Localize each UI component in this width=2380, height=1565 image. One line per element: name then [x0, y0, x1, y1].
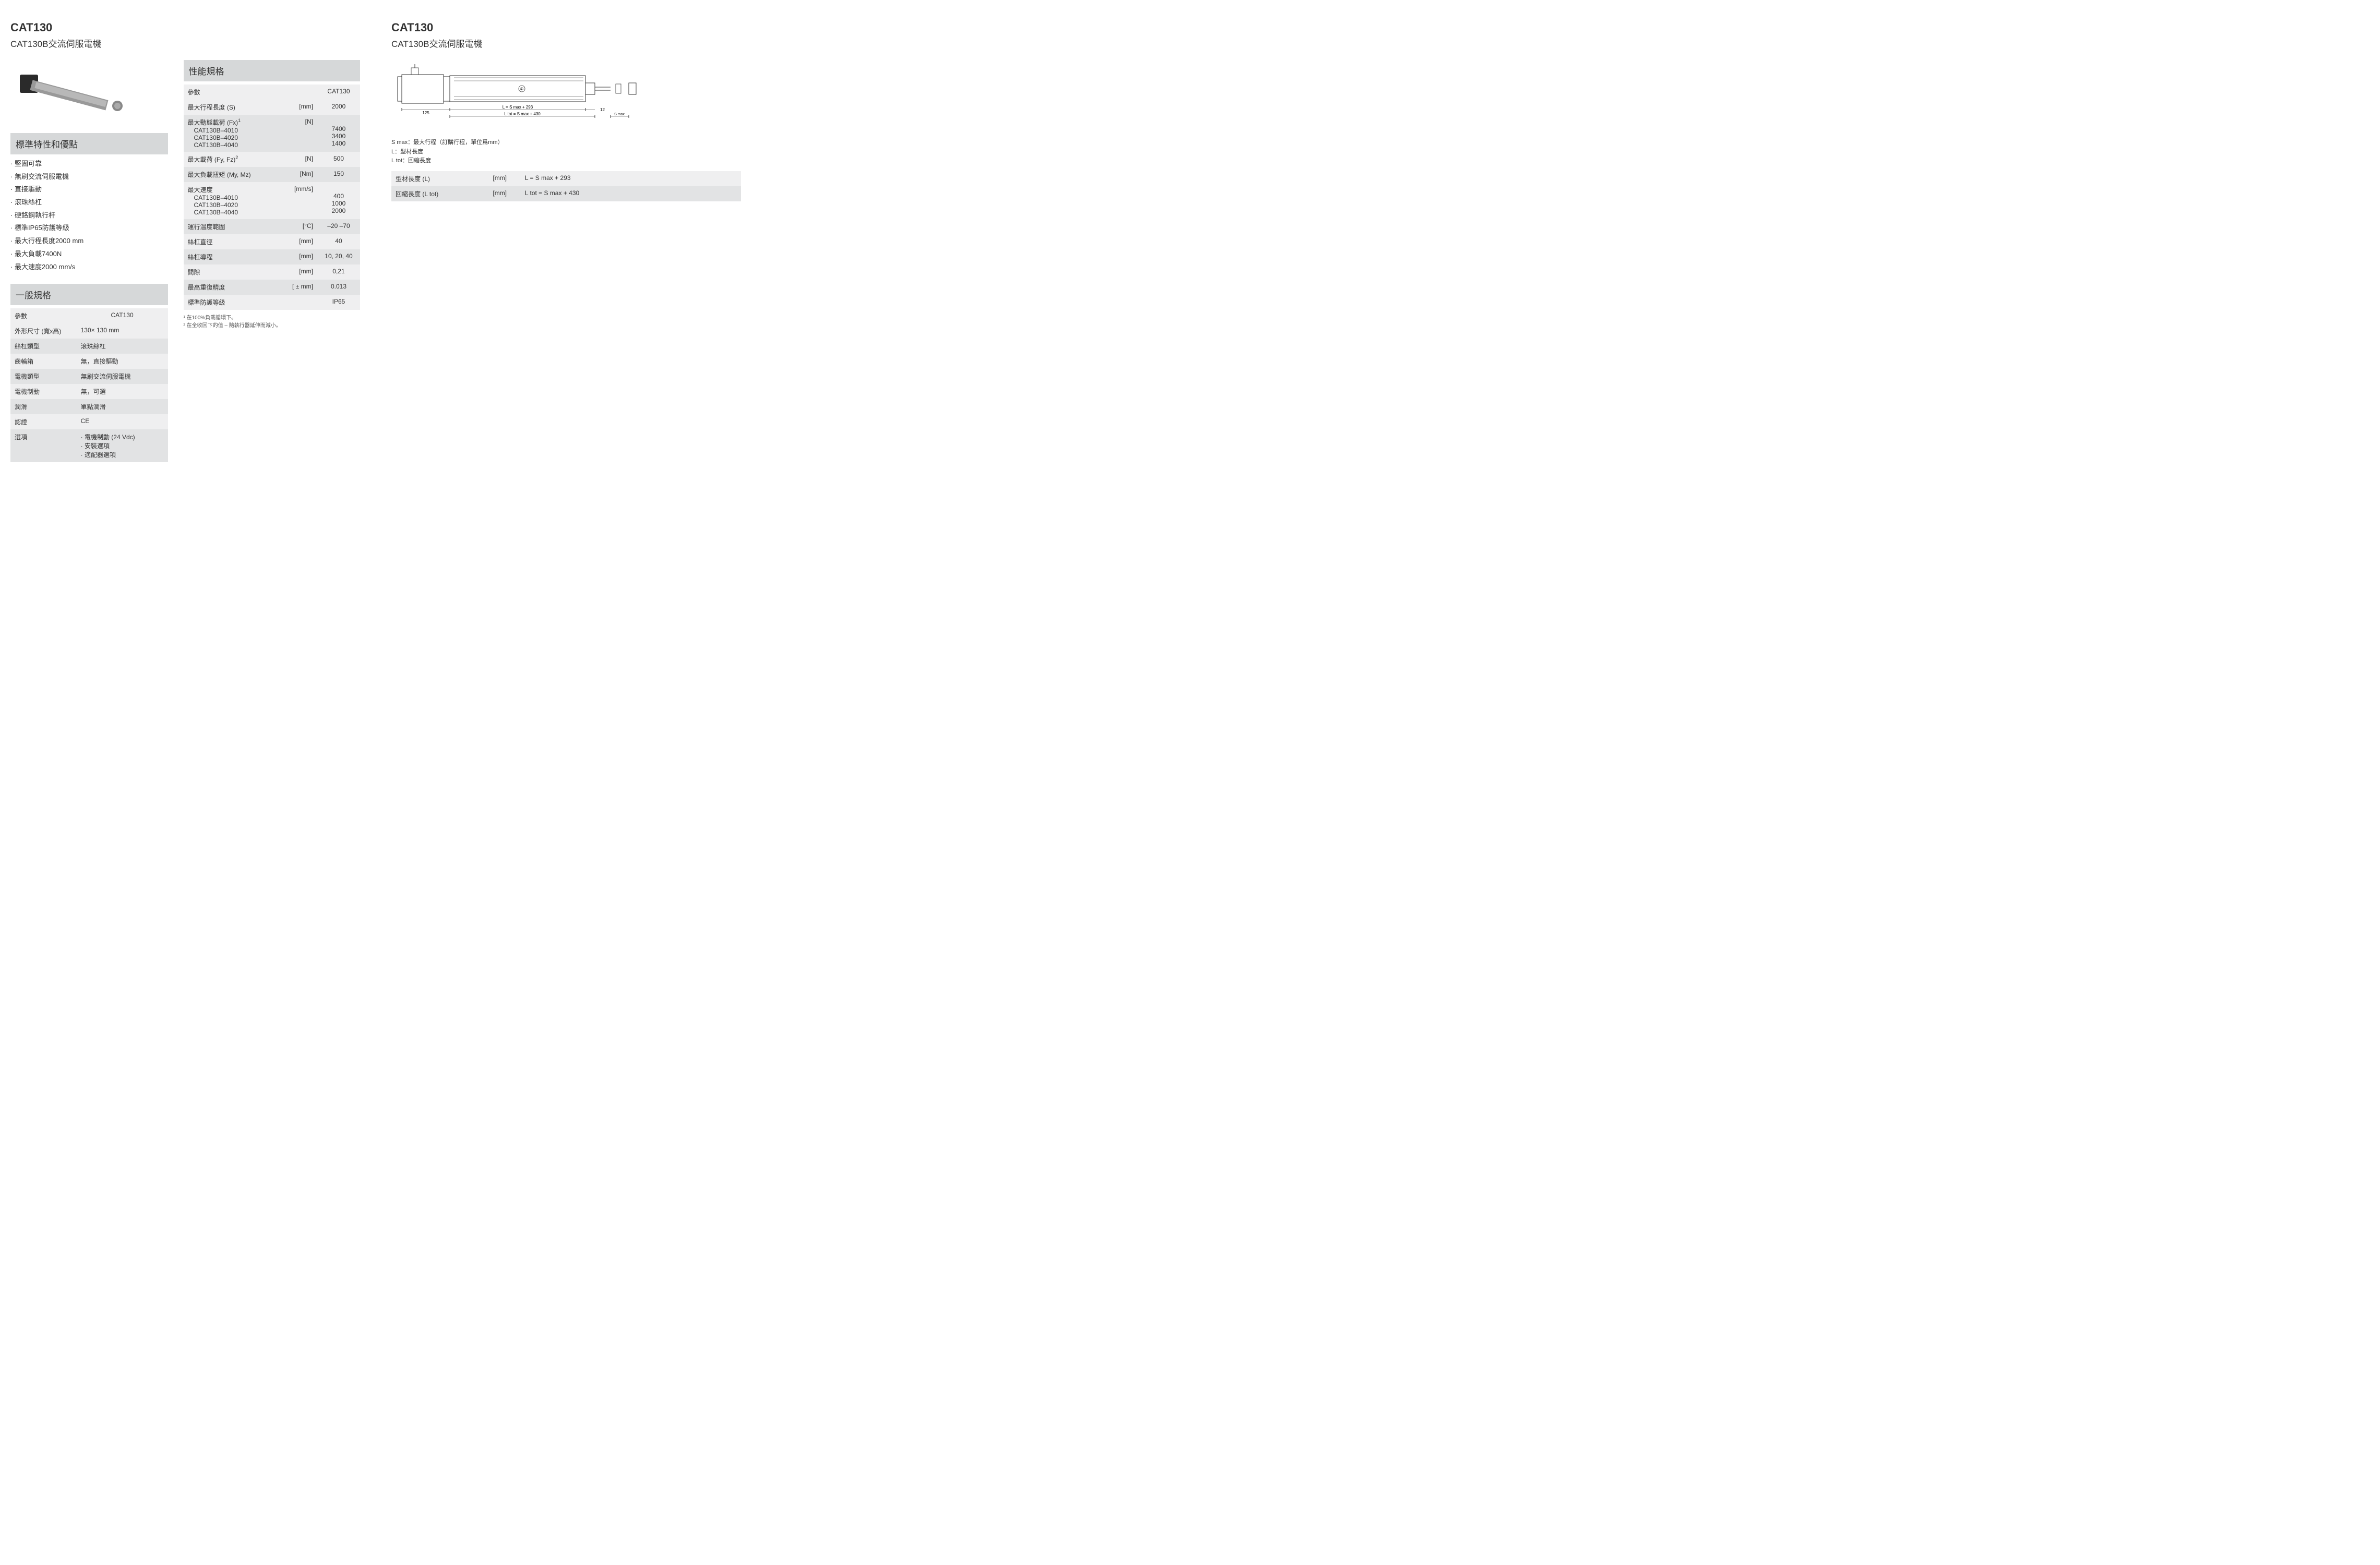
- svg-text:12: 12: [600, 107, 605, 112]
- svg-text:S max: S max: [614, 113, 625, 116]
- table-row: 認證CE: [10, 414, 168, 429]
- table-row: 標準防護等級IP65: [184, 295, 361, 310]
- left-top-row: 標準特性和優點 堅固可靠無刷交流伺服電機直接驅動滾珠絲杠硬鉻鋼執行杆標準IP65…: [10, 60, 360, 462]
- feature-item: 硬鉻鋼執行杆: [10, 209, 168, 222]
- table-row: 電機類型無刷交流伺服電機: [10, 369, 168, 384]
- table-row: 間隙[mm]0,21: [184, 264, 361, 280]
- left-top-right: 性能規格 參數 CAT130 最大行程長度 (S)[mm]2000最大動態載荷 …: [184, 60, 361, 462]
- feature-item: 直接驅動: [10, 183, 168, 196]
- model-title-right: CAT130: [391, 21, 741, 34]
- general-spec-table: 參數 CAT130 外形尺寸 (寬x高)130× 130 mm絲杠類型滾珠絲杠齒…: [10, 308, 168, 462]
- table-row: 最大速度CAT130B–4010CAT130B–4020CAT130B–4040…: [184, 182, 361, 219]
- table-row: 最大載荷 (Fy, Fz)2[N]500: [184, 152, 361, 167]
- page: CAT130 CAT130B交流伺服電機 標準特性和優點 堅固可靠無刷交流伺服電…: [10, 21, 741, 462]
- dimension-table: 型材長度 (L)[mm]L = S max + 293回縮長度 (L tot)[…: [391, 171, 741, 201]
- left-column: CAT130 CAT130B交流伺服電機 標準特性和優點 堅固可靠無刷交流伺服電…: [10, 21, 360, 462]
- feature-item: 標準IP65防護等級: [10, 222, 168, 235]
- svg-text:125: 125: [422, 111, 429, 115]
- svg-text:L = S max + 293: L = S max + 293: [503, 105, 533, 110]
- dimension-drawing: ① 125 L = S max + 293 L tot = S max + 43…: [391, 60, 652, 128]
- general-spec-header: 一般規格: [10, 284, 168, 305]
- table-row: 電機制動無，可選: [10, 384, 168, 399]
- table-row: 絲杠直徑[mm]40: [184, 234, 361, 249]
- table-row: 最大動態載荷 (Fx)1CAT130B–4010CAT130B–4020CAT1…: [184, 115, 361, 152]
- table-row: 最高重復精度[ ± mm]0.013: [184, 280, 361, 295]
- perf-footnotes: ¹ 在100%負載循環下。² 在全收回下的值 – 隨執行器延伸而減小。: [184, 314, 361, 330]
- table-row: 選項· 電機制動 (24 Vdc)· 安裝選項· 適配器選項: [10, 429, 168, 462]
- table-header-row: 參數 CAT130: [10, 308, 168, 323]
- col-param: 參數: [10, 308, 77, 323]
- table-row: 最大負載扭矩 (My, Mz)[Nm]150: [184, 167, 361, 182]
- right-column: CAT130 CAT130B交流伺服電機: [391, 21, 741, 462]
- table-row: 齒輪箱無，直接驅動: [10, 354, 168, 369]
- table-row: 絲杠類型滾珠絲杠: [10, 339, 168, 354]
- table-row: 絲杠導程[mm]10, 20, 40: [184, 249, 361, 264]
- product-image: [16, 65, 130, 123]
- model-subtitle-right: CAT130B交流伺服電機: [391, 37, 741, 50]
- features-header: 標準特性和優點: [10, 133, 168, 154]
- feature-item: 最大行程長度2000 mm: [10, 235, 168, 248]
- perf-spec-table: 參數 CAT130 最大行程長度 (S)[mm]2000最大動態載荷 (Fx)1…: [184, 85, 361, 310]
- model-subtitle: CAT130B交流伺服電機: [10, 37, 360, 50]
- left-top-left: 標準特性和優點 堅固可靠無刷交流伺服電機直接驅動滾珠絲杠硬鉻鋼執行杆標準IP65…: [10, 60, 168, 462]
- svg-text:①: ①: [520, 87, 523, 91]
- col-value: CAT130: [77, 308, 168, 323]
- feature-item: 最大負載7400N: [10, 248, 168, 261]
- feature-item: 滾珠絲杠: [10, 196, 168, 209]
- table-row: 運行溫度範圍[°C]–20 –70: [184, 219, 361, 234]
- col-param: 參數: [184, 85, 281, 100]
- features-list: 堅固可靠無刷交流伺服電機直接驅動滾珠絲杠硬鉻鋼執行杆標準IP65防護等級最大行程…: [10, 158, 168, 284]
- table-row: 回縮長度 (L tot)[mm]L tot = S max + 430: [391, 186, 741, 201]
- perf-spec-header: 性能規格: [184, 60, 361, 81]
- table-row: 型材長度 (L)[mm]L = S max + 293: [391, 171, 741, 186]
- table-header-row: 參數 CAT130: [184, 85, 361, 100]
- svg-text:L tot = S max + 430: L tot = S max + 430: [504, 112, 541, 116]
- table-row: 潤滑單點潤滑: [10, 399, 168, 414]
- table-row: 最大行程長度 (S)[mm]2000: [184, 100, 361, 115]
- col-value: CAT130: [317, 85, 360, 100]
- feature-item: 無刷交流伺服電機: [10, 171, 168, 184]
- table-row: 外形尺寸 (寬x高)130× 130 mm: [10, 323, 168, 339]
- feature-item: 堅固可靠: [10, 158, 168, 171]
- dimension-notes: S max：最大行程（訂購行程，單位爲mm）L：型材長度L tot：回縮長度: [391, 138, 741, 166]
- model-title: CAT130: [10, 21, 360, 34]
- feature-item: 最大速度2000 mm/s: [10, 261, 168, 274]
